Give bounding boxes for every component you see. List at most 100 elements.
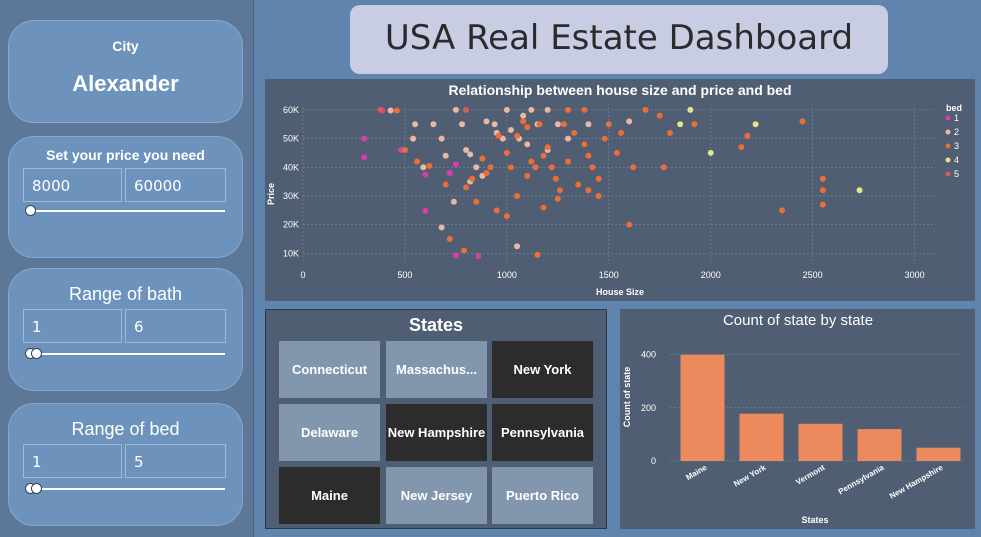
scatter-point[interactable]: [469, 175, 476, 182]
scatter-point[interactable]: [479, 155, 486, 162]
scatter-point[interactable]: [493, 207, 500, 214]
scatter-point[interactable]: [422, 171, 429, 178]
scatter-point[interactable]: [393, 107, 400, 114]
scatter-point[interactable]: [605, 121, 612, 128]
scatter-point[interactable]: [438, 135, 445, 142]
scatter-point[interactable]: [514, 132, 521, 139]
scatter-point[interactable]: [752, 121, 759, 128]
state-tile[interactable]: Delaware: [279, 404, 380, 461]
scatter-point[interactable]: [581, 106, 588, 113]
scatter-point[interactable]: [687, 106, 694, 113]
scatter-point[interactable]: [507, 126, 514, 133]
price-slider-track[interactable]: [29, 210, 225, 212]
scatter-point[interactable]: [387, 107, 394, 114]
scatter-point[interactable]: [589, 164, 596, 171]
state-tile[interactable]: Puerto Rico: [492, 467, 593, 524]
scatter-point[interactable]: [450, 198, 457, 205]
scatter-point[interactable]: [532, 164, 539, 171]
scatter-point[interactable]: [575, 181, 582, 188]
state-tile[interactable]: Connecticut: [279, 341, 380, 398]
scatter-point[interactable]: [473, 198, 480, 205]
state-tile[interactable]: New Hampshire: [386, 404, 487, 461]
scatter-point[interactable]: [452, 106, 459, 113]
bar[interactable]: [680, 354, 725, 461]
scatter-point[interactable]: [426, 162, 433, 169]
scatter-point[interactable]: [819, 201, 826, 208]
scatter-point[interactable]: [534, 251, 541, 258]
scatter-point[interactable]: [585, 187, 592, 194]
scatter-point[interactable]: [463, 147, 470, 154]
scatter-point[interactable]: [487, 164, 494, 171]
scatter-point[interactable]: [524, 124, 531, 131]
scatter-point[interactable]: [528, 106, 535, 113]
scatter-point[interactable]: [503, 149, 510, 156]
scatter-point[interactable]: [565, 135, 572, 142]
state-tile[interactable]: New York: [492, 341, 593, 398]
price-max-input[interactable]: 60000: [125, 168, 226, 202]
state-tile[interactable]: Pennsylvania: [492, 404, 593, 461]
scatter-chart[interactable]: Relationship between house size and pric…: [265, 79, 975, 301]
scatter-point[interactable]: [524, 141, 531, 148]
scatter-point[interactable]: [565, 106, 572, 113]
scatter-point[interactable]: [613, 149, 620, 156]
scatter-point[interactable]: [361, 135, 368, 142]
scatter-point[interactable]: [420, 164, 427, 171]
scatter-point[interactable]: [656, 112, 663, 119]
scatter-point[interactable]: [524, 172, 531, 179]
scatter-point[interactable]: [422, 207, 429, 214]
state-tile[interactable]: New Jersey: [386, 467, 487, 524]
scatter-point[interactable]: [556, 187, 563, 194]
scatter-point[interactable]: [571, 129, 578, 136]
state-tile[interactable]: Massachus...: [386, 341, 487, 398]
scatter-point[interactable]: [554, 121, 561, 128]
bath-slider-track[interactable]: [29, 353, 225, 355]
scatter-point[interactable]: [544, 106, 551, 113]
scatter-point[interactable]: [520, 112, 527, 119]
bed-slider-max-handle[interactable]: [31, 483, 42, 494]
bed-min-input[interactable]: 1: [23, 444, 122, 478]
scatter-point[interactable]: [618, 129, 625, 136]
scatter-point[interactable]: [503, 213, 510, 220]
scatter-point[interactable]: [744, 132, 751, 139]
scatter-point[interactable]: [548, 164, 555, 171]
bar[interactable]: [916, 447, 961, 461]
scatter-point[interactable]: [856, 187, 863, 194]
scatter-point[interactable]: [514, 192, 521, 199]
scatter-point[interactable]: [601, 135, 608, 142]
scatter-point[interactable]: [442, 181, 449, 188]
scatter-point[interactable]: [642, 106, 649, 113]
scatter-point[interactable]: [595, 175, 602, 182]
bath-max-input[interactable]: 6: [125, 309, 226, 343]
scatter-point[interactable]: [446, 236, 453, 243]
scatter-point[interactable]: [483, 118, 490, 125]
scatter-point[interactable]: [819, 187, 826, 194]
scatter-point[interactable]: [528, 158, 535, 165]
scatter-point[interactable]: [446, 170, 453, 177]
scatter-point[interactable]: [819, 175, 826, 182]
scatter-point[interactable]: [799, 118, 806, 125]
scatter-point[interactable]: [361, 154, 368, 161]
bar-chart[interactable]: Count of state by state 0 200 400 Maine New …: [620, 309, 975, 529]
scatter-point[interactable]: [430, 121, 437, 128]
scatter-point[interactable]: [660, 164, 667, 171]
bar[interactable]: [857, 429, 902, 461]
scatter-point[interactable]: [738, 144, 745, 151]
scatter-point[interactable]: [677, 121, 684, 128]
state-tile[interactable]: Maine: [279, 467, 380, 524]
scatter-point[interactable]: [540, 204, 547, 211]
scatter-point[interactable]: [560, 121, 567, 128]
scatter-point[interactable]: [503, 106, 510, 113]
scatter-point[interactable]: [467, 151, 474, 158]
scatter-point[interactable]: [475, 253, 482, 260]
scatter-point[interactable]: [536, 121, 543, 128]
scatter-point[interactable]: [585, 152, 592, 159]
scatter-point[interactable]: [473, 164, 480, 171]
scatter-point[interactable]: [666, 129, 673, 136]
bar[interactable]: [739, 413, 784, 461]
scatter-point[interactable]: [463, 184, 470, 191]
scatter-point[interactable]: [779, 207, 786, 214]
scatter-point[interactable]: [438, 224, 445, 231]
scatter-point[interactable]: [401, 147, 408, 154]
scatter-point[interactable]: [554, 195, 561, 202]
scatter-point[interactable]: [452, 252, 459, 259]
